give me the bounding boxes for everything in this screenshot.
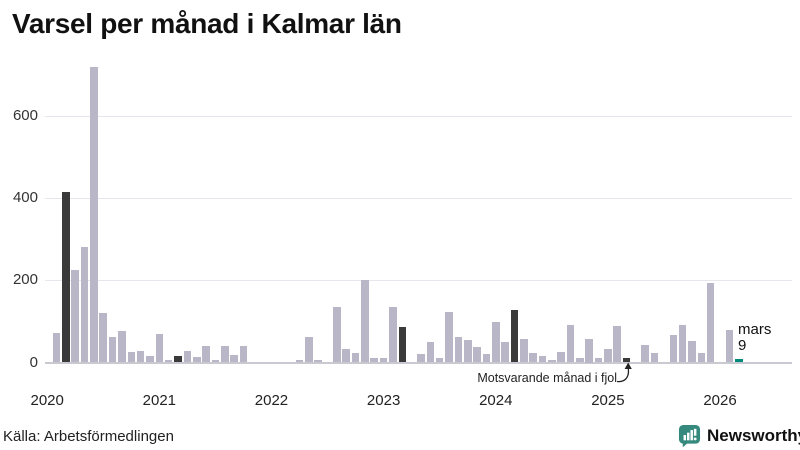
y-tick-label-400: 400: [12, 189, 38, 207]
gridline-600: [45, 115, 792, 117]
bar-2020-08: [108, 336, 117, 363]
y-tick-label-200: 200: [12, 271, 38, 289]
bar-2024-08: [557, 352, 565, 363]
bar-2021-03: [174, 356, 182, 363]
bar-2023-10: [463, 340, 472, 363]
bar-2020-11: [136, 350, 145, 363]
newsworthy-logo: Newsworthy: [678, 424, 800, 448]
bar-2020-07: [99, 313, 108, 363]
bar-2020-09: [118, 331, 126, 363]
bar-2026-03: [734, 358, 743, 363]
bar-2024-02: [501, 342, 509, 363]
x-tick-label-2025: 2025: [591, 392, 625, 409]
bar-2023-11: [473, 346, 481, 363]
bar-2023-02: [389, 307, 397, 363]
bar-2023-09: [454, 336, 463, 363]
bar-2023-05: [417, 354, 425, 363]
bar-2025-09: [678, 325, 687, 363]
page-title: Varsel per månad i Kalmar län: [12, 8, 402, 39]
bar-2025-08: [669, 334, 678, 363]
latest-month-name: mars: [738, 321, 772, 338]
bar-2021-01: [155, 333, 164, 363]
bar-2021-06: [202, 346, 210, 363]
newsworthy-bubble-icon: [678, 424, 701, 448]
bar-2022-04: [295, 360, 304, 363]
bar-2020-10: [127, 352, 136, 363]
bar-2022-10: [351, 352, 360, 363]
bar-2021-02: [164, 359, 173, 363]
bar-2023-08: [445, 312, 453, 363]
bar-2024-03: [510, 310, 519, 363]
bar-2023-07: [435, 357, 444, 363]
bar-2024-04: [519, 339, 528, 363]
gridline-400: [45, 197, 792, 199]
bar-2021-04: [183, 350, 192, 363]
bar-2025-02: [613, 326, 622, 363]
bar-2025-11: [697, 352, 706, 363]
bar-2020-05: [80, 247, 89, 363]
gridline-200: [45, 279, 792, 281]
bar-2024-01: [491, 321, 500, 363]
x-axis-line: [45, 361, 792, 364]
bar-2021-08: [220, 346, 229, 363]
bar-2022-12: [370, 357, 379, 363]
bar-2020-12: [146, 355, 154, 363]
bar-2022-08: [333, 306, 341, 363]
bar-2021-05: [192, 357, 201, 363]
bar-2025-12: [706, 283, 715, 363]
bar-2022-06: [314, 359, 322, 363]
bar-2023-12: [482, 353, 491, 363]
bar-2025-05: [641, 345, 650, 363]
annotation-arrow-icon: [616, 362, 632, 383]
bar-2024-06: [538, 355, 547, 363]
bar-2021-10: [239, 346, 248, 363]
bar-2025-03: [622, 358, 631, 363]
latest-month-value: 9: [738, 337, 747, 354]
latest-month-label: mars 9: [738, 322, 771, 354]
annotation-same-month-last-year: Motsvarande månad i fjol: [477, 371, 617, 385]
x-tick-label-2023: 2023: [366, 392, 401, 409]
bar-2024-11: [585, 338, 593, 363]
bar-2021-07: [211, 360, 220, 363]
bar-2024-07: [548, 360, 556, 363]
bar-2024-09: [566, 324, 575, 363]
bar-2023-01: [379, 357, 388, 363]
y-tick-label-600: 600: [12, 107, 38, 124]
bar-2023-06: [426, 341, 435, 363]
bar-2020-06: [90, 66, 98, 363]
bar-2022-05: [305, 337, 313, 363]
x-tick-label-2020: 2020: [30, 392, 64, 409]
bar-2020-02: [52, 332, 61, 363]
bar-2020-04: [71, 269, 80, 363]
newsworthy-wordmark: Newsworthy: [707, 426, 800, 445]
bar-2025-06: [650, 353, 659, 363]
bar-2026-02: [725, 329, 734, 363]
bar-2022-11: [361, 279, 369, 363]
bar-2025-10: [688, 340, 696, 363]
bar-2024-05: [529, 353, 537, 363]
x-tick-label-2026: 2026: [703, 392, 737, 409]
x-tick-label-2024: 2024: [479, 392, 513, 409]
x-tick-label-2022: 2022: [254, 392, 289, 409]
x-tick-label-2021: 2021: [142, 392, 177, 409]
bar-2025-01: [604, 348, 612, 363]
y-tick-label-0: 0: [29, 353, 38, 371]
bar-2022-09: [342, 348, 351, 363]
bar-2023-03: [398, 327, 407, 363]
bar-2024-12: [594, 358, 603, 363]
bar-2020-03: [62, 192, 70, 363]
annotation-text: Motsvarande månad i fjol: [477, 371, 617, 385]
source-text: Källa: Arbetsförmedlingen: [3, 428, 174, 445]
bar-2024-10: [576, 357, 584, 363]
bar-2021-09: [230, 355, 238, 363]
